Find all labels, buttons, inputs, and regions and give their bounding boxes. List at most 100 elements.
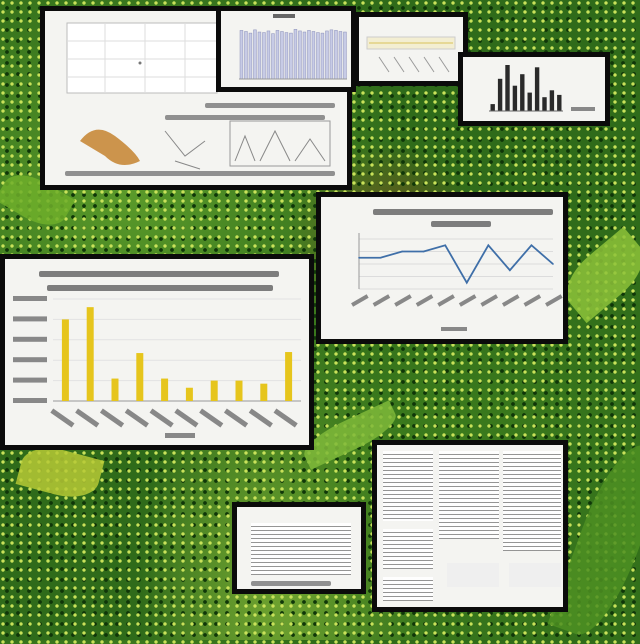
x-tick-label [99, 408, 125, 428]
y-tick-label [13, 336, 47, 342]
bar [248, 32, 253, 80]
bar [320, 32, 325, 80]
main-bar-chart [13, 296, 301, 438]
bar [307, 30, 311, 80]
bar [280, 31, 284, 80]
data-point [358, 256, 360, 259]
bar [549, 90, 555, 111]
line-chart [351, 233, 563, 331]
bar [338, 31, 343, 80]
data-point [465, 281, 468, 284]
bar [329, 29, 334, 80]
data-point [552, 263, 554, 265]
bar [235, 380, 243, 401]
table-block [447, 563, 499, 587]
table-document-panel [372, 440, 568, 612]
text-line [251, 581, 331, 586]
chart-title-line [431, 221, 491, 227]
x-tick-label [437, 294, 455, 307]
table-block [439, 451, 499, 539]
leaf-decoration [15, 440, 105, 505]
bar [61, 319, 69, 401]
bar [302, 31, 307, 80]
chart-title-line [39, 271, 279, 277]
y-tick-label [13, 296, 47, 301]
text-document-panel [232, 502, 366, 594]
small-bar-chart-panel [458, 52, 610, 126]
data-point [444, 244, 447, 247]
thumbnail-panel [354, 12, 468, 86]
bar [266, 30, 271, 80]
small-bar-chart [489, 65, 595, 112]
data-point [509, 269, 511, 272]
bar [490, 104, 495, 111]
x-tick-label [351, 294, 369, 307]
x-tick-label [372, 294, 391, 307]
x-tick-label [480, 294, 498, 307]
chart-title [273, 14, 295, 18]
bar [343, 31, 347, 80]
bar [316, 32, 320, 80]
bar [311, 31, 316, 80]
x-axis-label [165, 433, 195, 438]
y-tick-label [13, 377, 47, 383]
caption-line [165, 115, 325, 120]
x-tick-label [248, 408, 273, 428]
bar [260, 383, 268, 401]
bar [239, 30, 244, 80]
line-chart-panel [316, 192, 568, 344]
bar [325, 30, 329, 80]
x-tick-label [75, 408, 100, 428]
bar [298, 30, 302, 80]
table-block [383, 529, 433, 569]
bar [111, 378, 119, 401]
x-tick-label [199, 408, 224, 428]
y-tick-label [13, 316, 47, 322]
bar [497, 78, 503, 111]
x-tick-label [273, 408, 298, 428]
bar [527, 92, 532, 111]
x-tick-label [415, 294, 434, 307]
series-line [359, 243, 554, 285]
bar [520, 74, 525, 111]
x-tick-label [124, 408, 149, 428]
bar [505, 65, 510, 111]
bar [257, 31, 262, 80]
x-tick-label [545, 294, 563, 307]
legend-label [571, 107, 595, 111]
bar [271, 33, 275, 80]
bar [253, 29, 257, 80]
text-block [251, 523, 351, 575]
bar [86, 307, 94, 401]
x-tick-label [394, 294, 412, 307]
x-tick-label [149, 408, 174, 428]
x-tick-label [501, 294, 520, 307]
y-tick-label [13, 357, 47, 363]
data-point [401, 250, 403, 253]
top-bar-chart-panel [216, 6, 356, 92]
bar [285, 352, 293, 401]
caption-line [65, 171, 335, 176]
data-point [487, 244, 490, 247]
chart-title-line [47, 285, 273, 291]
table-block [503, 451, 561, 551]
chart-title-line [373, 209, 553, 215]
x-tick-label [523, 294, 542, 307]
bar [289, 32, 293, 80]
caption-line [205, 103, 335, 108]
bar [244, 31, 248, 80]
bar [557, 94, 562, 111]
bar [275, 30, 280, 80]
thumbnail-graphic [366, 36, 456, 73]
x-tick-label [223, 408, 249, 428]
table-block [509, 563, 561, 587]
bar [334, 30, 338, 80]
bar [512, 85, 518, 111]
bar [542, 97, 547, 111]
data-point [530, 244, 533, 247]
bar [161, 378, 169, 401]
x-tick-label [50, 408, 75, 428]
bar [262, 32, 266, 80]
x-tick-label [174, 408, 199, 428]
main-bar-chart-panel [0, 254, 314, 450]
